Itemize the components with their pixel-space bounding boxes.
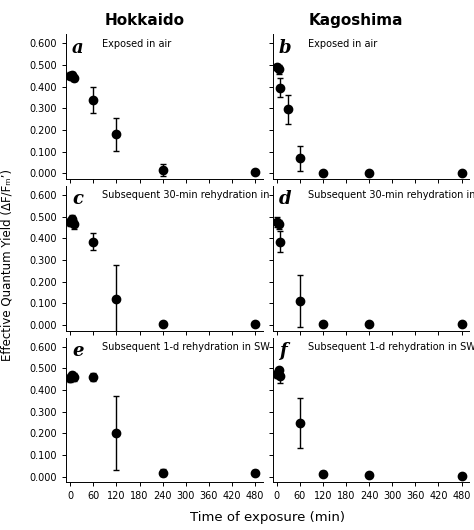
Text: b: b xyxy=(279,39,291,57)
Text: a: a xyxy=(72,39,84,57)
Text: Subsequent 30-min rehydration in SW: Subsequent 30-min rehydration in SW xyxy=(308,190,474,200)
Text: Exposed in air: Exposed in air xyxy=(102,39,171,49)
Text: Exposed in air: Exposed in air xyxy=(308,39,377,49)
Text: c: c xyxy=(72,190,83,208)
Text: Time of exposure (min): Time of exposure (min) xyxy=(190,510,346,524)
Text: Effective Quantum Yield (ΔF/Fₘ’): Effective Quantum Yield (ΔF/Fₘ’) xyxy=(0,169,14,361)
Text: Hokkaido: Hokkaido xyxy=(105,13,184,28)
Text: Subsequent 1-d rehydration in SW: Subsequent 1-d rehydration in SW xyxy=(308,342,474,352)
Text: Subsequent 30-min rehydration in SW: Subsequent 30-min rehydration in SW xyxy=(102,190,288,200)
Text: Kagoshima: Kagoshima xyxy=(308,13,403,28)
Text: d: d xyxy=(279,190,291,208)
Text: e: e xyxy=(72,342,84,360)
Text: f: f xyxy=(279,342,286,360)
Text: Subsequent 1-d rehydration in SW: Subsequent 1-d rehydration in SW xyxy=(102,342,270,352)
